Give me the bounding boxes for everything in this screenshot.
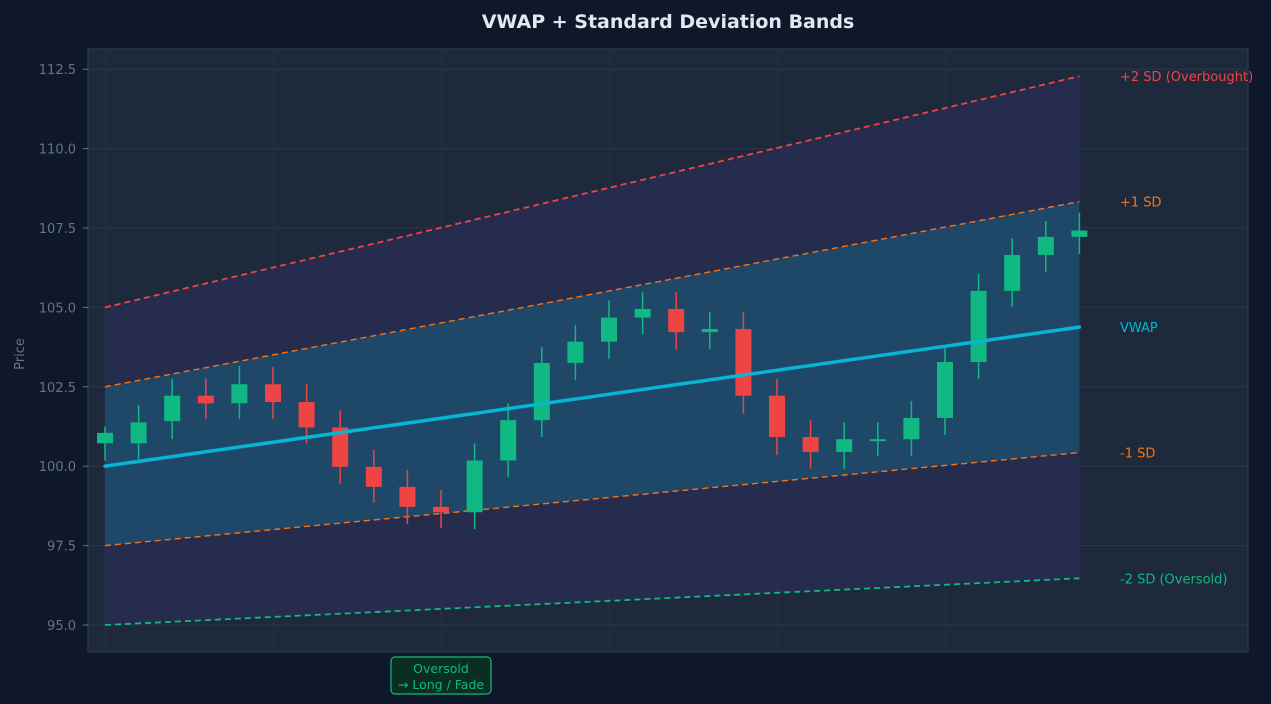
candle xyxy=(399,470,416,525)
y-tick-label: 105.0 xyxy=(39,301,76,316)
candle xyxy=(735,312,752,414)
y-tick-label: 97.5 xyxy=(47,540,76,555)
candle-body xyxy=(399,486,416,507)
candle-body xyxy=(601,317,617,342)
candle xyxy=(1004,238,1021,307)
inner-band-fill xyxy=(105,201,1080,546)
candle xyxy=(701,312,718,350)
oversold-annotation: Oversold → Long / Fade xyxy=(390,656,492,695)
annotation-line-1: Oversold xyxy=(413,661,469,676)
candle xyxy=(298,384,315,444)
y-axis-label: Price xyxy=(13,338,28,370)
candle-body xyxy=(533,362,550,421)
minus-1sd-label: -1 SD xyxy=(1120,447,1155,462)
candle-body xyxy=(433,506,449,513)
candle xyxy=(164,378,181,440)
candle xyxy=(869,422,886,457)
candle-body xyxy=(97,432,113,444)
candle xyxy=(466,443,483,530)
candle-body xyxy=(970,290,987,363)
candle-body xyxy=(668,308,685,333)
annotation-box xyxy=(390,656,492,695)
vwap-layer xyxy=(103,325,1082,468)
candle xyxy=(500,403,517,478)
y-tick-label: 112.5 xyxy=(39,63,76,78)
candle-body xyxy=(164,395,181,422)
candle xyxy=(365,449,382,503)
candle xyxy=(231,366,248,420)
candle xyxy=(836,422,853,469)
candles-layer xyxy=(97,212,1088,530)
candle-body xyxy=(298,402,315,428)
plus-1sd-label: +1 SD xyxy=(1120,196,1162,211)
candle xyxy=(903,401,920,457)
candle xyxy=(433,490,449,529)
minus-2sd-label: -2 SD (Oversold) xyxy=(1120,572,1228,587)
candle-body xyxy=(836,439,853,452)
candle-body xyxy=(466,460,483,513)
plus-2sd-line xyxy=(104,75,1080,309)
candle-body xyxy=(903,417,920,440)
candle-body xyxy=(937,362,953,418)
candle-body xyxy=(197,395,214,404)
candle-body xyxy=(769,395,785,437)
chart-title: VWAP + Standard Deviation Bands xyxy=(482,11,855,33)
candle xyxy=(634,292,651,335)
plus-1sd-line xyxy=(104,200,1080,388)
candle xyxy=(265,367,281,420)
y-tick-label: 100.0 xyxy=(39,460,76,475)
candle xyxy=(1071,212,1088,255)
candle xyxy=(332,410,349,484)
vwap-line xyxy=(103,325,1082,468)
sd-lines-layer xyxy=(104,75,1080,626)
vwap-label: VWAP xyxy=(1120,321,1158,336)
y-tick-label: 107.5 xyxy=(39,222,76,237)
candle-body xyxy=(869,439,886,442)
candle xyxy=(567,324,584,380)
candle xyxy=(970,274,987,379)
y-tick-label: 110.0 xyxy=(39,143,76,158)
candle xyxy=(130,405,147,460)
candle-body xyxy=(500,420,517,461)
candle-body xyxy=(130,422,147,444)
candle-body xyxy=(1037,236,1054,255)
minus-1sd-line xyxy=(104,451,1080,547)
candle-body xyxy=(802,436,819,452)
candle-body xyxy=(231,384,248,404)
candle xyxy=(197,378,214,420)
candle-body xyxy=(701,328,718,333)
plus-2sd-label: +2 SD (Overbought) xyxy=(1120,70,1253,85)
candle xyxy=(601,300,617,359)
band-layer xyxy=(105,76,1080,626)
y-axis: 95.0 97.5 100.0 102.5 105.0 107.5 110.0 112.5 xyxy=(39,63,88,634)
minus-2sd-line xyxy=(104,577,1080,626)
candle-body xyxy=(567,341,584,363)
candle xyxy=(1037,221,1054,272)
candle-body xyxy=(365,466,382,487)
candle-body xyxy=(1004,254,1021,291)
candle-body xyxy=(332,427,349,467)
candle xyxy=(769,378,785,456)
candle xyxy=(937,346,953,436)
candle-body xyxy=(1071,230,1088,237)
annotation-line-2: → Long / Fade xyxy=(398,677,484,692)
y-tick-label: 102.5 xyxy=(39,381,76,396)
candle-body xyxy=(735,328,752,396)
candle xyxy=(97,426,113,461)
line-labels: +2 SD (Overbought) +1 SD VWAP -1 SD -2 SD (O… xyxy=(1120,70,1253,587)
y-tick-label: 95.0 xyxy=(47,619,76,634)
candle xyxy=(802,420,819,469)
candle xyxy=(668,292,685,350)
candle-body xyxy=(634,308,651,318)
candle-body xyxy=(265,384,281,403)
